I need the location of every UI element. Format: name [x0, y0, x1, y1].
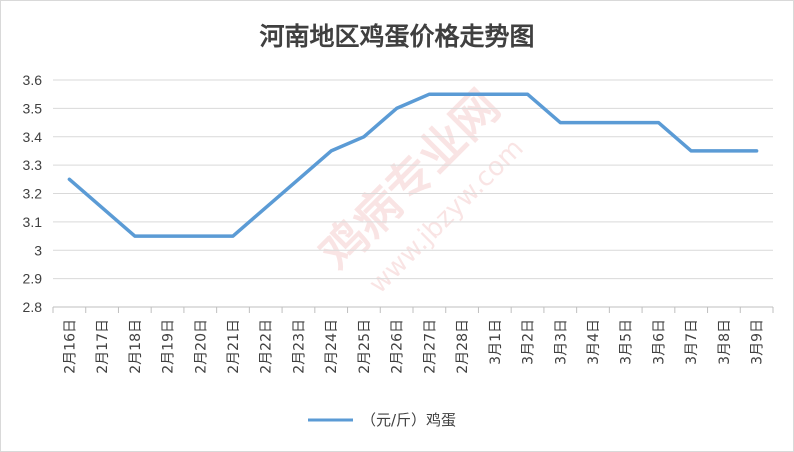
y-tick-label: 3.1 [23, 214, 43, 230]
x-tick-label: 2月22日 [259, 319, 275, 374]
chart-title: 河南地区鸡蛋价格走势图 [259, 22, 534, 51]
x-tick-label: 2月27日 [422, 319, 438, 374]
legend-label: （元/斤）鸡蛋 [361, 411, 456, 429]
x-tick-label: 3月5日 [619, 319, 635, 365]
y-tick-label: 3 [34, 242, 42, 258]
x-tick-label: 2月28日 [455, 319, 471, 374]
x-tick-label: 2月23日 [291, 319, 307, 374]
series-layer [67, 92, 759, 238]
x-axis: 2月16日 2月17日 2月18日 2月19日 2月20日 2月21日 2月22日 2月23日… [52, 307, 774, 374]
legend: （元/斤）鸡蛋 [308, 411, 456, 429]
x-tick-label: 3月9日 [750, 319, 766, 365]
x-tick-label: 2月19日 [161, 319, 177, 374]
y-tick-label: 3.2 [23, 186, 43, 202]
y-tick-label: 2.8 [23, 299, 43, 315]
y-tick-label: 3.4 [23, 129, 43, 145]
x-tick-label: 2月21日 [226, 319, 242, 374]
series-line [67, 92, 759, 238]
y-tick-label: 3.6 [23, 72, 43, 88]
x-tick-label: 3月1日 [488, 319, 504, 365]
x-tick-label: 2月24日 [324, 319, 340, 374]
x-tick-label: 3月3日 [553, 319, 569, 365]
x-tick-label: 3月2日 [521, 319, 537, 365]
x-tick-label: 2月26日 [390, 319, 406, 374]
y-tick-label: 3.3 [23, 157, 43, 173]
x-tick-label: 2月16日 [62, 319, 78, 374]
y-tick-label: 3.5 [23, 100, 43, 116]
y-tick-label: 2.9 [23, 271, 43, 287]
x-tick-label: 3月7日 [684, 319, 700, 365]
x-tick-label: 3月6日 [651, 319, 667, 365]
x-tick-label: 2月25日 [357, 319, 373, 374]
y-axis: 2.8 2.9 3 3.1 3.2 3.3 3.4 3.5 3.6 [23, 72, 43, 315]
x-tick-label: 3月8日 [717, 319, 733, 365]
grid-lines [53, 79, 773, 308]
x-tick-label: 3月4日 [586, 319, 602, 365]
x-tick-label: 2月20日 [193, 319, 209, 374]
x-tick-label: 2月17日 [95, 319, 111, 374]
x-tick-label: 2月18日 [128, 319, 144, 374]
